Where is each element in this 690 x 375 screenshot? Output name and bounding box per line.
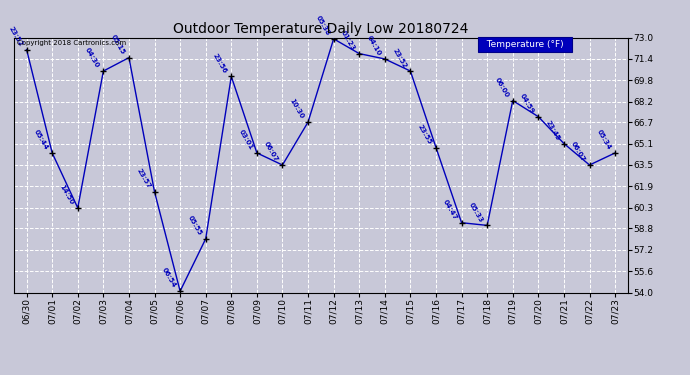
Text: 23:55: 23:55 <box>417 124 433 146</box>
Text: 05:44: 05:44 <box>32 129 49 151</box>
Text: 03:01: 03:01 <box>237 129 254 151</box>
Text: 04:59: 04:59 <box>519 92 535 115</box>
Text: 10:30: 10:30 <box>288 98 305 120</box>
Text: 01:23: 01:23 <box>340 29 356 52</box>
Text: 04:30: 04:30 <box>84 46 100 69</box>
Text: 05:33: 05:33 <box>468 201 484 223</box>
Text: Temperature (°F): Temperature (°F) <box>480 40 569 49</box>
Text: 23:52: 23:52 <box>391 47 407 69</box>
Text: 04:47: 04:47 <box>442 198 459 221</box>
Text: 05:15: 05:15 <box>110 34 126 56</box>
Text: 06:00: 06:00 <box>493 76 510 99</box>
Text: 23:56: 23:56 <box>212 53 228 74</box>
Text: 06:07: 06:07 <box>263 141 279 163</box>
Text: 04:10: 04:10 <box>366 34 382 57</box>
Text: 23:57: 23:57 <box>135 168 152 190</box>
Text: 05:38: 05:38 <box>315 15 331 37</box>
Text: 23:52: 23:52 <box>8 26 23 48</box>
Text: 06:54: 06:54 <box>161 267 177 289</box>
Text: 14:50: 14:50 <box>59 184 75 206</box>
Title: Outdoor Temperature Daily Low 20180724: Outdoor Temperature Daily Low 20180724 <box>173 22 469 36</box>
Text: 23:45: 23:45 <box>544 119 561 141</box>
Text: 05:34: 05:34 <box>595 129 612 151</box>
Text: 05:55: 05:55 <box>186 215 203 237</box>
Text: 06:07: 06:07 <box>570 141 586 163</box>
Text: Copyright 2018 Cartronics.com: Copyright 2018 Cartronics.com <box>17 40 126 46</box>
